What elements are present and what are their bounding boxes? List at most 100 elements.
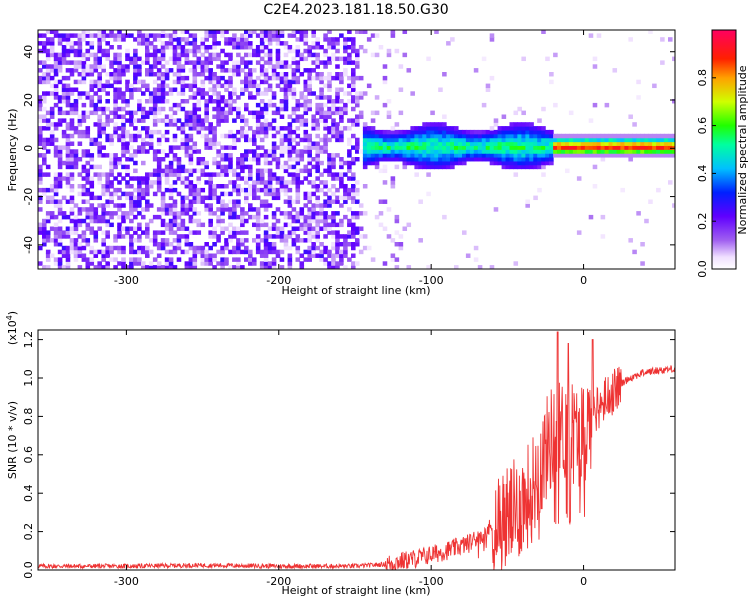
heatmap-cell — [259, 249, 265, 255]
heatmap-cell — [141, 41, 146, 46]
heatmap-cell — [236, 187, 241, 193]
heatmap-cell — [172, 102, 178, 108]
heatmap-cell — [145, 207, 150, 212]
heatmap-cell — [164, 249, 170, 255]
heatmap-cell — [271, 157, 277, 162]
heatmap-cell — [240, 207, 245, 212]
heatmap-cell — [303, 249, 309, 255]
heatmap-cell — [184, 176, 190, 181]
heatmap-cell — [252, 52, 257, 58]
heatmap-cell — [77, 60, 83, 65]
heatmap-cell — [438, 157, 443, 162]
heatmap-cell — [220, 68, 225, 73]
heatmap-cell — [248, 126, 253, 131]
heatmap-cell — [228, 249, 233, 255]
heatmap-cell — [259, 187, 265, 193]
heatmap-cell — [61, 95, 67, 100]
heatmap-cell — [152, 91, 158, 96]
heatmap-cell — [402, 164, 408, 170]
heatmap-cell — [529, 129, 534, 135]
heatmap-cell — [53, 180, 59, 185]
heatmap-cell — [176, 172, 182, 177]
heatmap-cell — [355, 211, 360, 216]
heatmap-cell — [180, 79, 186, 85]
heatmap-cell — [38, 75, 43, 81]
heatmap-cell — [505, 145, 511, 150]
heatmap-cell — [279, 75, 285, 81]
heatmap-cell — [117, 160, 122, 166]
heatmap-cell — [299, 265, 305, 269]
heatmap-cell — [77, 234, 83, 239]
heatmap-cell — [462, 230, 467, 235]
heatmap-cell — [636, 137, 641, 143]
heatmap-cell — [561, 153, 566, 158]
heatmap-cell — [319, 110, 324, 116]
heatmap-cell — [45, 211, 51, 216]
heatmap-cell — [244, 37, 249, 42]
heatmap-cell — [152, 257, 158, 262]
heatmap-cell — [152, 265, 158, 269]
heatmap-cell — [668, 137, 673, 143]
heatmap-cell — [319, 45, 324, 50]
heatmap-cell — [184, 203, 190, 208]
heatmap-cell — [109, 249, 114, 255]
heatmap-cell — [212, 230, 217, 235]
heatmap-cell — [414, 126, 419, 131]
heatmap-cell — [168, 211, 174, 216]
heatmap-cell — [236, 157, 241, 162]
heatmap-cell — [244, 249, 249, 255]
heatmap-cell — [398, 145, 404, 150]
heatmap-cell — [184, 122, 190, 127]
heatmap-cell — [184, 133, 190, 139]
heatmap-cell — [224, 99, 229, 104]
heatmap-cell — [196, 180, 202, 185]
heatmap-cell — [38, 137, 43, 143]
heatmap-cell — [152, 45, 158, 50]
heatmap-cell — [248, 191, 253, 197]
heatmap-cell — [220, 203, 225, 208]
heatmap-cell — [442, 153, 447, 158]
heatmap-cell — [200, 261, 206, 266]
heatmap-cell — [137, 64, 142, 69]
heatmap-cell — [168, 149, 174, 154]
heatmap-cell — [156, 106, 162, 112]
heatmap-cell — [295, 249, 301, 255]
heatmap-cell — [45, 41, 51, 46]
heatmap-cell — [287, 157, 293, 162]
heatmap-cell — [172, 33, 178, 38]
heatmap-cell — [192, 95, 198, 100]
heatmap-cell — [168, 218, 174, 224]
heatmap-cell — [188, 180, 194, 185]
heatmap-cell — [188, 261, 194, 266]
heatmap-cell — [148, 137, 154, 143]
heatmap-cell — [176, 168, 182, 174]
heatmap-cell — [232, 245, 237, 251]
heatmap-cell — [351, 95, 356, 100]
heatmap-cell — [232, 91, 237, 96]
heatmap-cell — [129, 176, 134, 181]
heatmap-cell — [152, 110, 158, 116]
heatmap-cell — [283, 234, 289, 239]
heatmap-cell — [45, 238, 51, 243]
heatmap-cell — [125, 102, 130, 108]
heatmap-cell — [660, 60, 665, 65]
heatmap-cell — [42, 118, 47, 123]
heatmap-cell — [287, 153, 293, 158]
heatmap-cell — [117, 37, 122, 42]
heatmap-cell — [351, 184, 356, 189]
heatmap-cell — [164, 172, 170, 177]
heatmap-cell — [164, 176, 170, 181]
heatmap-cell — [69, 110, 75, 116]
heatmap-cell — [442, 129, 447, 135]
heatmap-cell — [358, 149, 364, 154]
heatmap-cell — [69, 211, 75, 216]
heatmap-cell — [148, 145, 154, 150]
heatmap-cell — [145, 110, 150, 116]
heatmap-cell — [568, 110, 574, 116]
heatmap-cell — [319, 79, 324, 85]
heatmap-cell — [347, 137, 352, 143]
heatmap-cell — [263, 203, 269, 208]
heatmap-cell — [378, 149, 384, 154]
heatmap-cell — [279, 149, 285, 154]
heatmap-cell — [505, 157, 511, 162]
